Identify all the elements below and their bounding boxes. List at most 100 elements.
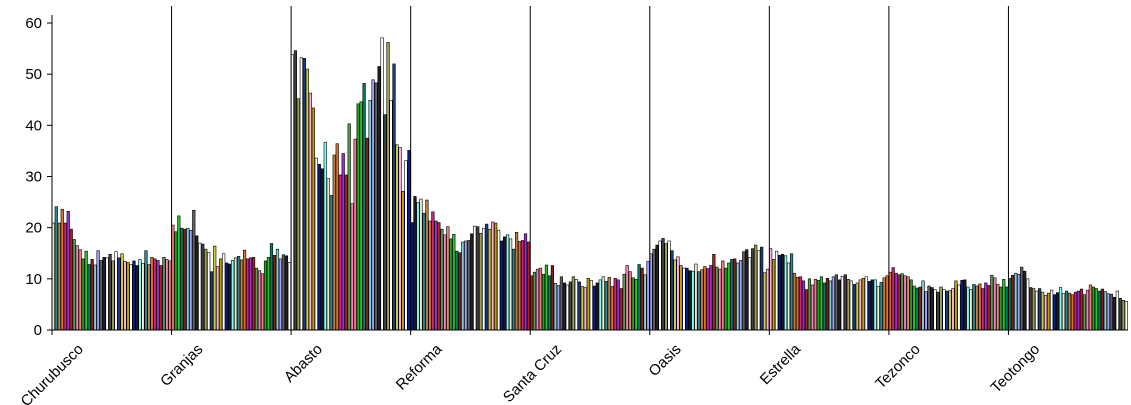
bar-granjas bbox=[216, 266, 220, 331]
bar-reforma bbox=[497, 229, 501, 331]
bar-abasto bbox=[368, 99, 372, 331]
bar-santa-cruz bbox=[562, 282, 566, 331]
bar-santa-cruz bbox=[589, 280, 593, 331]
bar-granjas bbox=[272, 255, 277, 331]
bar-oasis bbox=[679, 265, 683, 331]
bar-granjas bbox=[207, 251, 211, 331]
x-category-label: Reforma bbox=[393, 340, 446, 393]
bar-teotongo bbox=[1032, 288, 1036, 331]
bar-santa-cruz bbox=[601, 276, 605, 331]
bar-tezonco bbox=[978, 283, 982, 331]
bar-churubusco bbox=[156, 260, 160, 331]
bar-abasto bbox=[407, 150, 411, 331]
bar-oasis bbox=[727, 262, 731, 331]
bar-santa-cruz bbox=[568, 281, 572, 331]
bar-abasto bbox=[335, 143, 339, 331]
bar-churubusco bbox=[90, 259, 94, 331]
bar-tezonco bbox=[891, 267, 895, 331]
bar-churubusco bbox=[123, 261, 127, 331]
bar-tezonco bbox=[966, 286, 970, 331]
bar-granjas bbox=[251, 257, 256, 331]
bar-abasto bbox=[404, 160, 408, 331]
bar-santa-cruz bbox=[622, 273, 626, 331]
bar-granjas bbox=[192, 209, 196, 331]
bar-santa-cruz bbox=[565, 284, 569, 331]
bar-granjas bbox=[213, 245, 217, 331]
bar-granjas bbox=[189, 229, 193, 331]
bar-churubusco bbox=[138, 259, 142, 331]
bar-santa-cruz bbox=[628, 271, 632, 331]
bar-teotongo bbox=[1112, 296, 1116, 331]
bar-estrella bbox=[789, 253, 794, 331]
bar-santa-cruz bbox=[607, 276, 611, 331]
bar-estrella bbox=[876, 286, 880, 331]
bar-reforma bbox=[449, 238, 453, 331]
bar-churubusco bbox=[126, 262, 130, 331]
bar-abasto bbox=[347, 123, 351, 331]
bar-tezonco bbox=[957, 284, 961, 331]
bar-tezonco bbox=[954, 280, 958, 331]
bar-tezonco bbox=[939, 286, 943, 331]
bar-abasto bbox=[362, 83, 366, 331]
bar-teotongo bbox=[1073, 291, 1078, 331]
bar-abasto bbox=[320, 168, 324, 331]
bar-teotongo bbox=[1091, 286, 1096, 331]
bar-granjas bbox=[266, 257, 271, 331]
bar-churubusco bbox=[69, 228, 73, 331]
bar-estrella bbox=[783, 255, 788, 331]
bar-reforma bbox=[470, 233, 474, 331]
bar-abasto bbox=[299, 57, 303, 331]
bar-teotongo bbox=[1088, 284, 1093, 331]
bar-santa-cruz bbox=[619, 288, 623, 331]
bar-oasis bbox=[688, 270, 692, 331]
bar-teotongo bbox=[1014, 272, 1018, 331]
bar-estrella bbox=[801, 280, 806, 331]
bar-teotongo bbox=[1070, 294, 1075, 331]
bar-oasis bbox=[673, 259, 677, 331]
bar-reforma bbox=[506, 234, 510, 331]
plot-area bbox=[51, 37, 1128, 331]
bar-santa-cruz bbox=[616, 279, 620, 331]
bar-estrella bbox=[780, 253, 785, 331]
bar-abasto bbox=[296, 98, 300, 331]
bar-teotongo bbox=[1064, 290, 1069, 331]
bar-oasis bbox=[748, 257, 752, 331]
bar-santa-cruz bbox=[637, 264, 641, 331]
bar-oasis bbox=[682, 267, 686, 331]
bar-reforma bbox=[431, 211, 435, 331]
bar-santa-cruz bbox=[580, 286, 584, 331]
bar-teotongo bbox=[1026, 278, 1030, 331]
bar-granjas bbox=[234, 257, 238, 331]
bar-churubusco bbox=[96, 250, 100, 331]
bar-santa-cruz bbox=[547, 275, 552, 331]
bar-abasto bbox=[311, 107, 315, 331]
bar-granjas bbox=[275, 248, 280, 331]
bar-oasis bbox=[751, 248, 755, 331]
bar-estrella bbox=[795, 276, 800, 331]
bar-reforma bbox=[485, 223, 489, 331]
bar-churubusco bbox=[144, 250, 148, 331]
bar-churubusco bbox=[84, 250, 88, 331]
bar-teotongo bbox=[1079, 288, 1084, 331]
bar-reforma bbox=[413, 196, 417, 331]
bar-santa-cruz bbox=[604, 281, 608, 331]
bar-granjas bbox=[219, 258, 223, 331]
bar-oasis bbox=[709, 265, 713, 331]
bar-oasis bbox=[715, 266, 719, 331]
bar-reforma bbox=[517, 241, 522, 331]
bar-tezonco bbox=[903, 275, 907, 331]
bar-santa-cruz bbox=[595, 282, 599, 331]
bar-estrella bbox=[879, 282, 883, 331]
bar-granjas bbox=[210, 271, 214, 331]
bar-tezonco bbox=[918, 286, 922, 331]
bar-churubusco bbox=[72, 239, 76, 331]
bar-granjas bbox=[183, 228, 187, 331]
bar-teotongo bbox=[1082, 294, 1087, 331]
bar-churubusco bbox=[150, 257, 154, 331]
bar-santa-cruz bbox=[553, 283, 558, 331]
bar-santa-cruz bbox=[535, 268, 540, 331]
bar-reforma bbox=[500, 240, 504, 331]
bar-churubusco bbox=[132, 260, 136, 331]
bar-reforma bbox=[461, 241, 465, 331]
